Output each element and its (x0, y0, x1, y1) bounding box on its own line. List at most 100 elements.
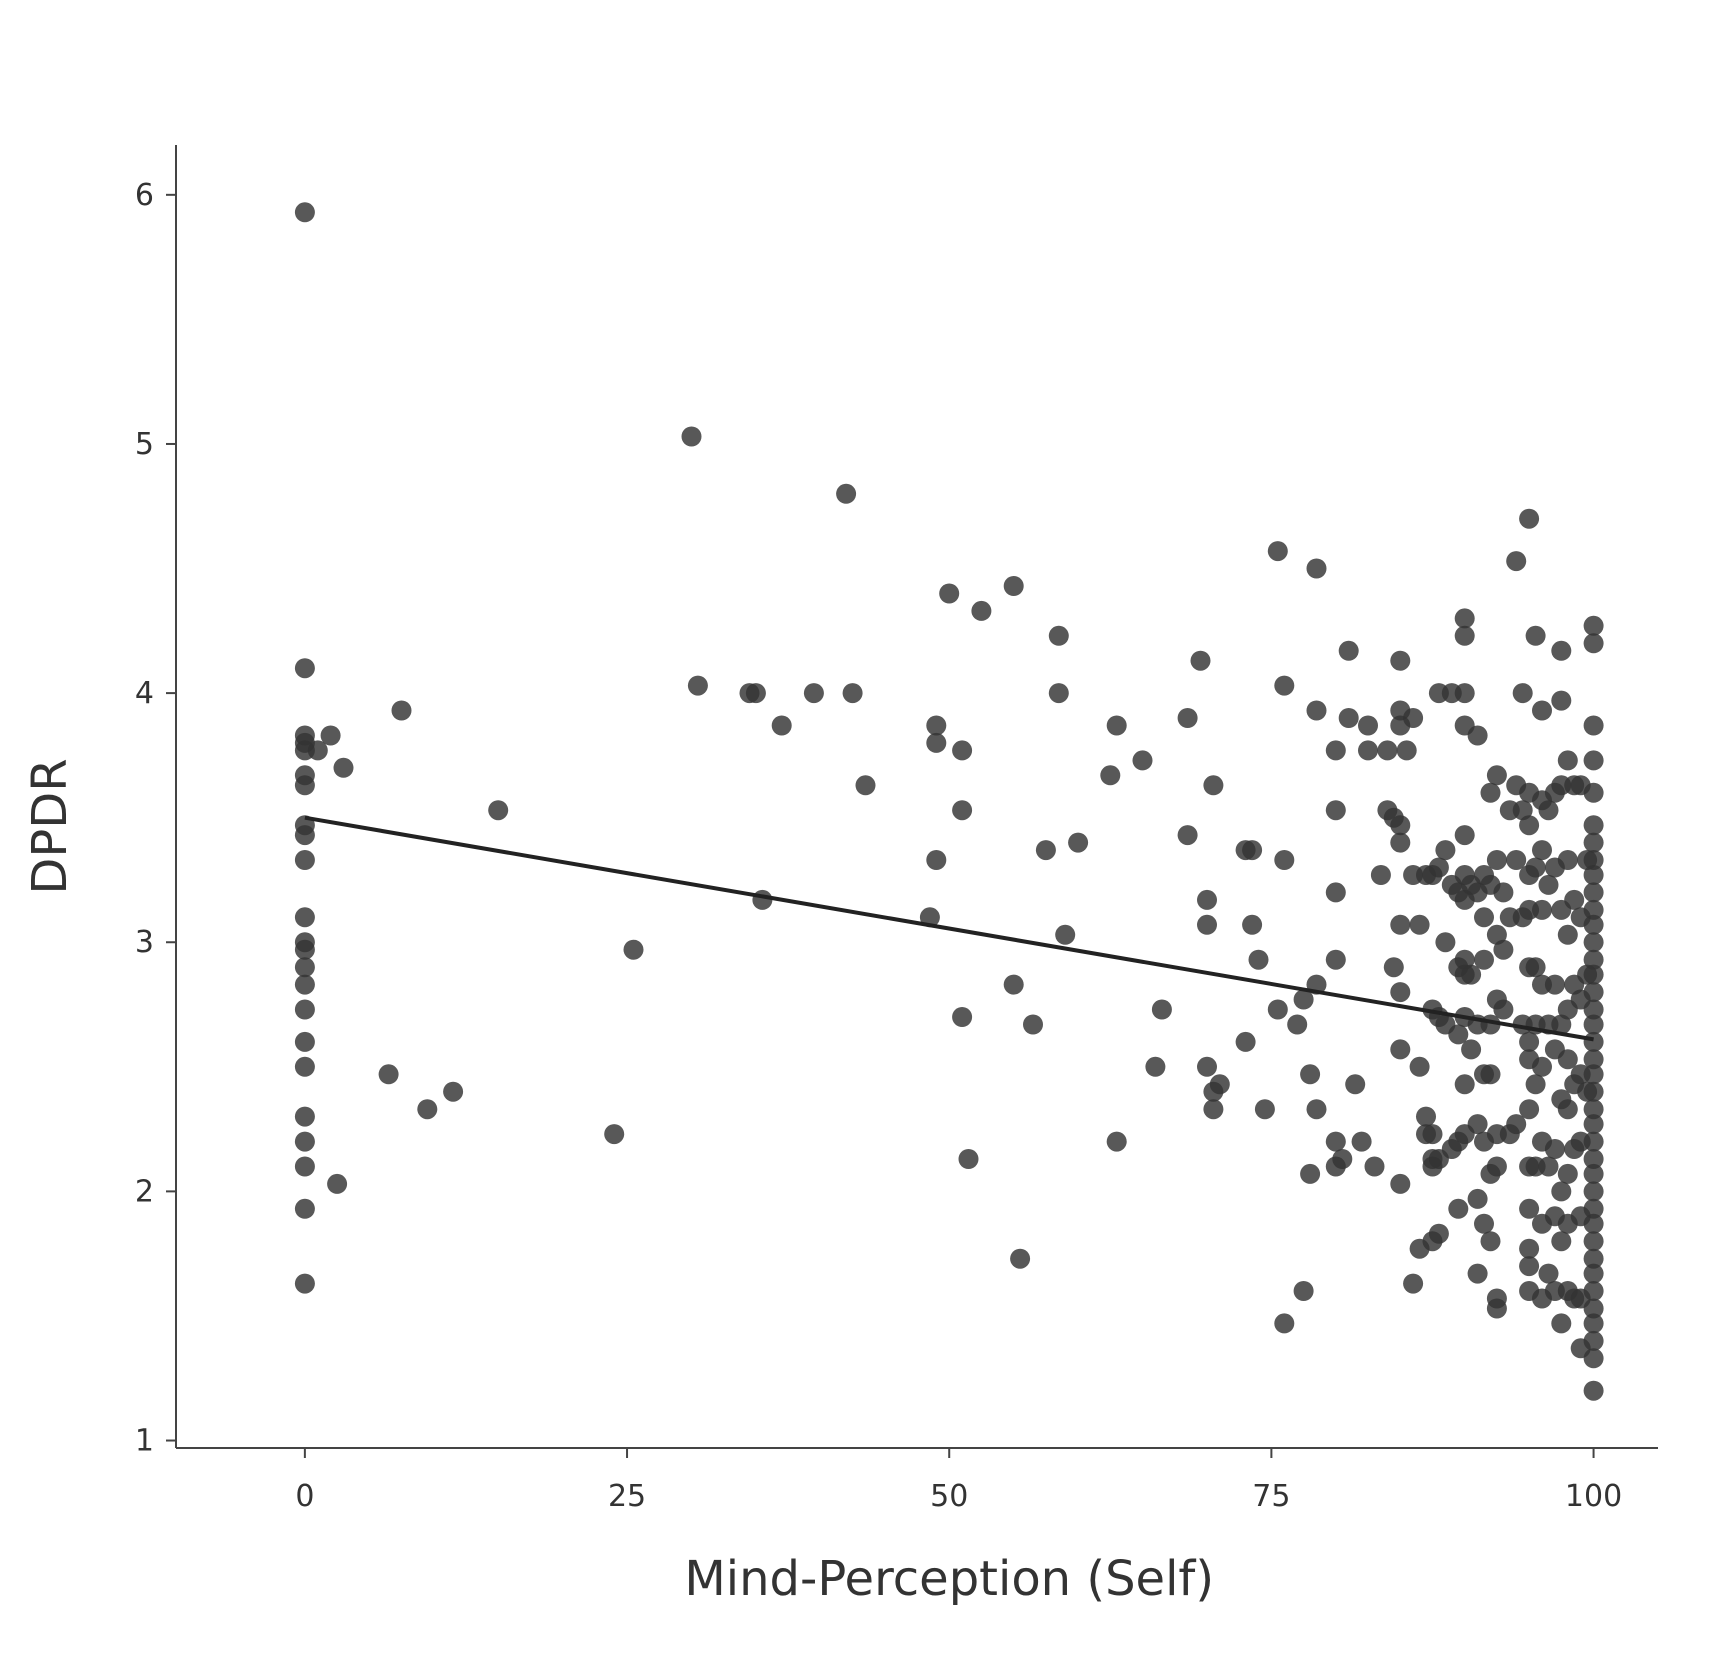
data-point (1474, 949, 1494, 970)
data-point (294, 1131, 315, 1152)
data-point (1583, 1181, 1604, 1202)
data-point (1551, 1181, 1572, 1202)
data-point (1145, 1056, 1166, 1077)
data-point (1474, 1213, 1494, 1234)
data-point (1274, 850, 1295, 870)
data-point (952, 1007, 973, 1027)
data-point (294, 775, 315, 796)
data-point (842, 683, 863, 704)
data-point (1557, 850, 1578, 870)
data-point (1544, 974, 1565, 995)
data-point (1454, 625, 1475, 646)
data-point (1583, 1380, 1604, 1401)
y-tick-label: 2 (135, 1174, 154, 1209)
data-point (1557, 924, 1578, 945)
data-point (1306, 1099, 1327, 1120)
data-point (1583, 1348, 1604, 1369)
data-point (1493, 939, 1514, 960)
data-point (294, 939, 315, 960)
data-point (294, 957, 315, 978)
y-axis-title: DPDR (22, 758, 78, 894)
data-point (1480, 782, 1501, 803)
data-point (1325, 740, 1346, 761)
data-point (1409, 914, 1430, 935)
data-point (1583, 850, 1604, 870)
x-axis-ticks: 0 25 50 75 100 (295, 1448, 1622, 1514)
data-point (1583, 1099, 1604, 1120)
data-point (1583, 999, 1604, 1020)
data-point (1048, 683, 1069, 704)
data-point (1377, 740, 1398, 761)
data-point (1583, 1281, 1604, 1301)
data-point (294, 1273, 315, 1294)
data-point (1197, 889, 1217, 910)
data-point (1467, 1114, 1488, 1135)
data-point (1274, 675, 1295, 696)
data-point (1106, 1131, 1127, 1152)
data-point (1293, 1281, 1314, 1301)
data-point (294, 202, 315, 223)
data-point (1235, 1031, 1256, 1052)
data-point (1557, 1049, 1578, 1070)
data-point (952, 800, 973, 821)
data-point (1519, 1099, 1540, 1120)
data-point (1583, 1330, 1604, 1351)
data-point (855, 775, 876, 796)
data-point (1506, 551, 1527, 572)
data-point (1493, 999, 1514, 1020)
data-point (294, 907, 315, 928)
data-point (1248, 949, 1269, 970)
data-point (1151, 999, 1172, 1020)
data-point (1583, 949, 1604, 970)
data-point (1003, 576, 1024, 596)
data-point (939, 583, 960, 604)
data-point (1538, 874, 1559, 895)
data-point (681, 426, 702, 447)
data-point (488, 800, 509, 821)
data-point (1583, 1248, 1604, 1269)
data-point (1351, 1131, 1372, 1152)
data-point (958, 1149, 979, 1169)
data-point (1435, 932, 1456, 953)
data-point (1003, 974, 1024, 995)
data-point (926, 715, 947, 736)
data-point (1583, 1081, 1604, 1102)
regression-line (304, 815, 1594, 1042)
data-point (1132, 750, 1153, 771)
data-point (1519, 1238, 1540, 1259)
data-point (307, 740, 328, 761)
data-point (1448, 1024, 1469, 1045)
data-point (1519, 1031, 1540, 1052)
data-point (294, 1031, 315, 1052)
data-point (1325, 882, 1346, 903)
data-point (1532, 840, 1552, 861)
data-point (1023, 1014, 1043, 1035)
data-point (1532, 899, 1552, 920)
data-point (1583, 832, 1604, 853)
x-tick-label: 75 (1252, 1479, 1290, 1514)
y-tick-label: 4 (135, 676, 154, 711)
data-point (1461, 1039, 1482, 1060)
data-point (771, 715, 792, 736)
y-tick-label: 6 (135, 178, 154, 213)
data-point (1370, 865, 1391, 885)
data-point (1203, 775, 1224, 796)
data-point (1242, 840, 1263, 861)
data-point (752, 889, 773, 910)
data-point (1390, 832, 1411, 853)
data-point (1512, 800, 1533, 821)
data-point (1390, 1173, 1411, 1194)
data-point (1467, 1263, 1488, 1284)
data-point (1287, 1014, 1308, 1035)
data-point (1338, 640, 1359, 661)
data-point (1467, 725, 1488, 746)
data-point (320, 725, 341, 746)
data-points (294, 202, 1604, 1401)
data-point (1293, 989, 1314, 1010)
data-point (1493, 882, 1514, 903)
data-point (1068, 832, 1089, 853)
data-point (1551, 640, 1572, 661)
data-point (1403, 708, 1424, 728)
data-point (1454, 683, 1475, 704)
